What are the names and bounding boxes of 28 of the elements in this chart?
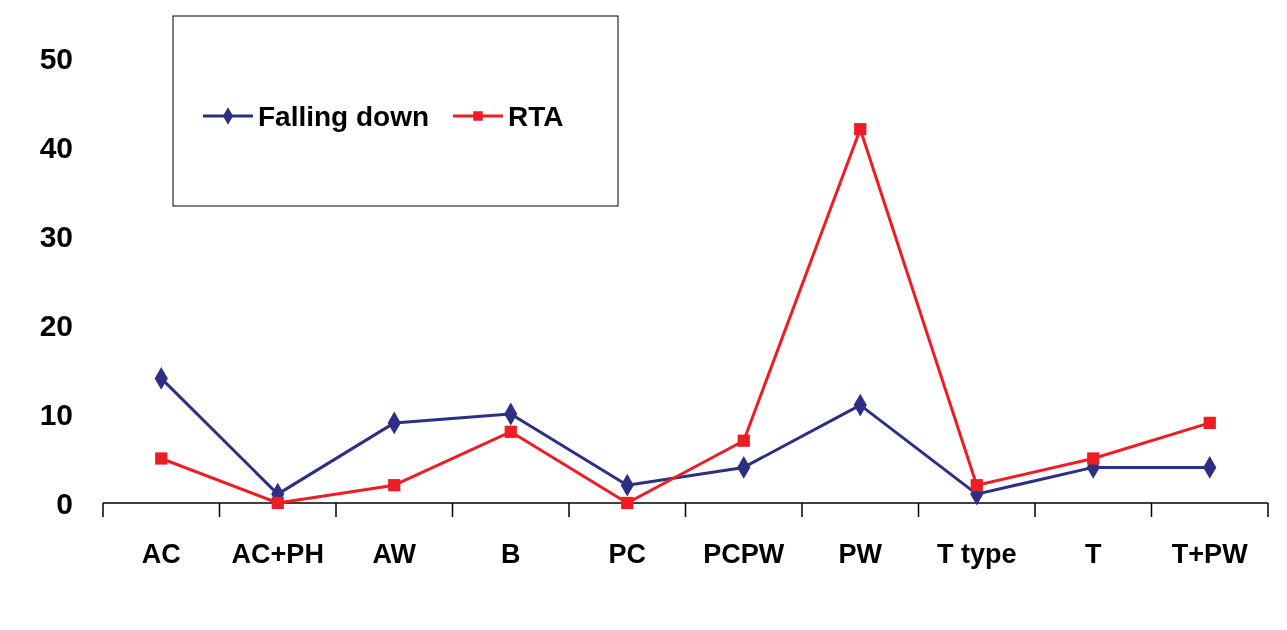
- point: [271, 496, 284, 510]
- y-tick-label: 40: [39, 130, 73, 164]
- x-tick-label: T type: [936, 539, 1017, 569]
- x-tick-label: AC+PH: [231, 539, 324, 569]
- x-tick-label: PC: [608, 539, 647, 569]
- y-tick-label: 0: [56, 486, 73, 520]
- x-tick-label: AC: [141, 539, 181, 569]
- y-tick-label: 30: [39, 219, 73, 253]
- y-tick-label: 10: [39, 397, 73, 431]
- point: [737, 434, 750, 447]
- x-tick-label: PCPW: [703, 539, 785, 569]
- x-tick-label: T: [1085, 539, 1102, 569]
- point: [621, 496, 634, 510]
- x-tick-label: B: [501, 539, 521, 569]
- point: [970, 479, 983, 492]
- point: [155, 452, 168, 465]
- y-tick-label: 20: [39, 308, 73, 342]
- x-tick-label: T+PW: [1171, 539, 1249, 569]
- point: [1087, 452, 1100, 465]
- legend-label: Falling down: [258, 101, 430, 132]
- point: [854, 123, 867, 136]
- point: [388, 479, 401, 492]
- point: [504, 425, 517, 438]
- x-tick-label: AW: [372, 539, 417, 569]
- point: [1203, 416, 1216, 430]
- y-tick-label: 50: [39, 41, 73, 75]
- legend-label: RTA: [508, 101, 564, 132]
- x-tick-label: PW: [838, 539, 883, 569]
